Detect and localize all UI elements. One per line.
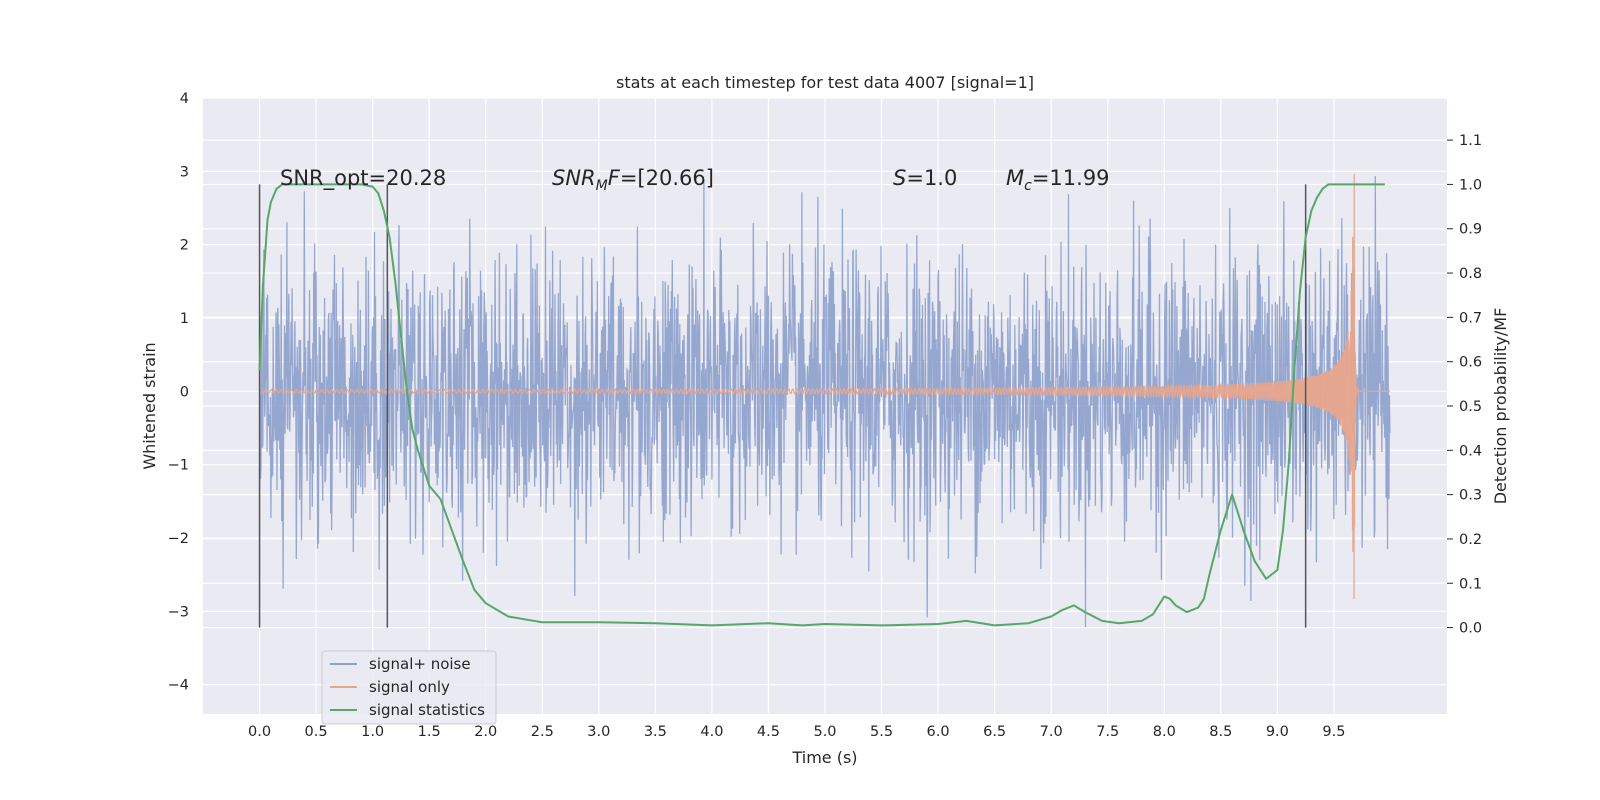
right-y-tick-label: 1.1 <box>1459 133 1482 149</box>
annotation-mc-value: =11.99 <box>1032 166 1110 190</box>
annotation-snr-mf: SNRMF=[20.66] <box>552 166 714 194</box>
left-y-tick-label: −1 <box>168 458 189 474</box>
right-y-tick-label: 0.5 <box>1459 399 1482 415</box>
annotation-snr-mf-subscript: M <box>596 178 608 194</box>
x-tick-label: 2.0 <box>474 724 497 740</box>
annotation-snr-opt: SNR_opt=20.28 <box>280 166 446 191</box>
left-y-ticks: −4 −3 −2 −1 0 1 2 3 4 <box>168 91 189 694</box>
x-tick-label: 7.0 <box>1040 724 1063 740</box>
annotation-snr-mf-symbol: SNR <box>552 166 596 190</box>
legend-label-signal-only: signal only <box>369 678 450 696</box>
legend-box <box>321 650 497 725</box>
x-tick-label: 3.0 <box>587 724 610 740</box>
series-signal-statistics <box>258 183 1385 627</box>
legend: signal+ noise signal only signal statist… <box>321 650 497 725</box>
left-y-tick-label: 3 <box>180 164 189 180</box>
right-y-tick-label: 0.2 <box>1459 532 1482 548</box>
left-y-tick-label: −4 <box>168 678 189 694</box>
x-tick-label: 4.0 <box>700 724 723 740</box>
x-tick-label: 3.5 <box>644 724 667 740</box>
annotation-mc-symbol: M <box>1006 166 1024 190</box>
legend-label-signal-plus-noise: signal+ noise <box>369 655 471 673</box>
right-y-tick-label: 0.0 <box>1459 621 1482 637</box>
left-y-tick-label: 1 <box>180 311 189 327</box>
right-y-tick-label: 0.3 <box>1459 488 1482 504</box>
annotation-s-symbol: S <box>893 166 906 190</box>
x-tick-label: 0.5 <box>305 724 328 740</box>
chart-title: stats at each timestep for test data 400… <box>616 73 1034 92</box>
annotation-mc-subscript: c <box>1024 178 1032 194</box>
x-tick-label: 0.0 <box>248 724 271 740</box>
annotation-s-value: =1.0 <box>906 166 957 190</box>
x-tick-label: 8.5 <box>1209 724 1232 740</box>
right-y-tick-label: 0.7 <box>1459 310 1482 326</box>
x-ticks: 0.0 0.5 1.0 1.5 2.0 2.5 3.0 3.5 4.0 4.5 5.0 5.5 6.0 6… <box>248 724 1345 740</box>
right-y-axis-label: Detection probability/MF <box>1491 308 1510 505</box>
signal-only-line <box>258 173 1390 600</box>
left-y-tick-label: 4 <box>180 91 189 107</box>
x-tick-label: 7.5 <box>1096 724 1119 740</box>
left-y-tick-label: 0 <box>180 384 189 400</box>
annotation-snr-mf-symbol-2: F <box>608 166 621 190</box>
x-axis-label: Time (s) <box>791 748 857 767</box>
left-y-axis-label: Whitened strain <box>140 342 159 469</box>
left-y-tick-label: −3 <box>168 604 189 620</box>
signal-statistics-line <box>258 183 1385 627</box>
annotation-mc: Mc=11.99 <box>1006 166 1110 194</box>
right-y-tick-label: 0.4 <box>1459 443 1482 459</box>
x-tick-label: 1.0 <box>361 724 384 740</box>
right-y-tick-label: 0.8 <box>1459 266 1482 282</box>
legend-label-signal-statistics: signal statistics <box>369 701 485 719</box>
left-y-tick-label: 2 <box>180 238 189 254</box>
x-tick-label: 2.5 <box>531 724 554 740</box>
right-y-tick-label: 0.6 <box>1459 355 1482 371</box>
annotations: SNR_opt=20.28 SNRMF=[20.66] S=1.0 Mc=11.… <box>280 166 1110 194</box>
x-tick-label: 8.0 <box>1153 724 1176 740</box>
x-tick-label: 4.5 <box>757 724 780 740</box>
left-y-tick-label: −2 <box>168 531 189 547</box>
x-tick-label: 6.5 <box>983 724 1006 740</box>
annotation-s: S=1.0 <box>893 166 957 190</box>
annotation-snr-mf-value: =[20.66] <box>620 166 714 190</box>
x-tick-label: 5.0 <box>813 724 836 740</box>
x-tick-label: 9.5 <box>1322 724 1345 740</box>
x-tick-label: 9.0 <box>1266 724 1289 740</box>
x-tick-label: 1.5 <box>418 724 441 740</box>
right-y-ticks: 0.0 0.1 0.2 0.3 0.4 0.5 0.6 0.7 0.8 0.9 1.0 1.1 <box>1447 133 1482 637</box>
right-y-tick-label: 0.1 <box>1459 576 1482 592</box>
x-tick-label: 5.5 <box>870 724 893 740</box>
vertical-markers <box>258 184 1307 628</box>
right-y-tick-label: 1.0 <box>1459 177 1482 193</box>
right-y-tick-label: 0.9 <box>1459 222 1482 238</box>
x-tick-label: 6.0 <box>927 724 950 740</box>
series-signal-only <box>258 173 1390 600</box>
